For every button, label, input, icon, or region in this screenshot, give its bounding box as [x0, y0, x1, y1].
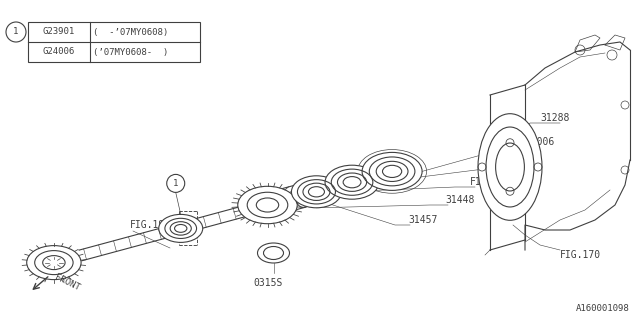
- Text: G23901: G23901: [43, 28, 75, 36]
- Text: FRONT: FRONT: [53, 273, 81, 293]
- Text: 0315S: 0315S: [254, 278, 283, 288]
- Text: 1: 1: [173, 179, 179, 188]
- Ellipse shape: [291, 176, 342, 208]
- Ellipse shape: [27, 246, 81, 280]
- Text: F10030: F10030: [470, 177, 505, 187]
- Text: 1: 1: [13, 28, 19, 36]
- Bar: [28, 22, 200, 62]
- Text: (  -’07MY0608): ( -’07MY0608): [93, 28, 168, 36]
- Ellipse shape: [478, 114, 542, 220]
- Text: 31288: 31288: [540, 113, 570, 123]
- Text: (’07MY0608-  ): (’07MY0608- ): [93, 47, 168, 57]
- Text: 31448: 31448: [445, 195, 474, 205]
- Text: FIG.190: FIG.190: [130, 220, 171, 230]
- Text: 31457: 31457: [408, 215, 437, 225]
- Ellipse shape: [325, 165, 379, 199]
- Text: FIG.170: FIG.170: [560, 250, 601, 260]
- Text: A160001098: A160001098: [576, 304, 630, 313]
- Text: G24006: G24006: [520, 137, 556, 147]
- Ellipse shape: [159, 214, 203, 243]
- Ellipse shape: [362, 152, 422, 190]
- Text: F10030: F10030: [500, 158, 535, 168]
- Ellipse shape: [257, 243, 289, 263]
- Ellipse shape: [237, 186, 297, 224]
- Text: G24006: G24006: [43, 47, 75, 57]
